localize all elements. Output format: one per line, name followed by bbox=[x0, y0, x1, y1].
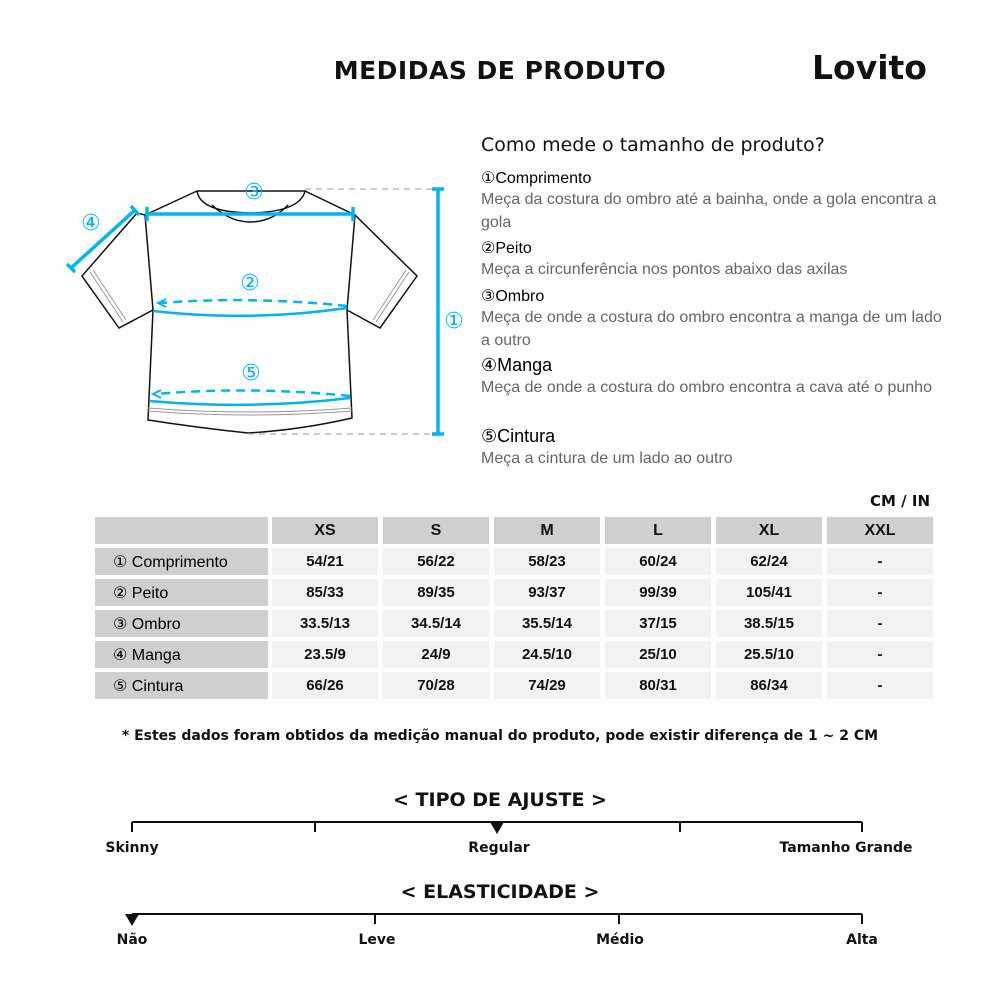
fit-label-skinny: Skinny bbox=[105, 840, 159, 856]
elasticity-label-medio: Médio bbox=[596, 932, 644, 948]
table-header-m: M bbox=[494, 517, 600, 544]
guide-heading: ③Ombro bbox=[481, 288, 545, 305]
table-header-s: S bbox=[383, 517, 489, 544]
table-cell: 25.5/10 bbox=[716, 641, 822, 668]
label-3: ③ bbox=[244, 180, 264, 205]
table-cell: 66/26 bbox=[272, 672, 378, 699]
table-header-l: L bbox=[605, 517, 711, 544]
guide-title: Como mede o tamanho de produto? bbox=[481, 134, 825, 156]
table-cell: 37/15 bbox=[605, 610, 711, 637]
elasticity-scale bbox=[125, 913, 863, 926]
elasticity-title: < ELASTICIDADE > bbox=[400, 881, 600, 903]
elasticity-label-alta: Alta bbox=[846, 932, 878, 948]
shirt-outline bbox=[81, 190, 418, 434]
brand-logo: Lovito bbox=[812, 48, 927, 87]
table-row-label: ⑤ Cintura bbox=[95, 672, 268, 699]
table-cell: 99/39 bbox=[605, 579, 711, 606]
guide-item-manga: ④Manga Meça de onde a costura do ombro en… bbox=[481, 355, 951, 399]
table-cell: 105/41 bbox=[716, 579, 822, 606]
disclaimer-note: * Estes dados foram obtidos da medição m… bbox=[121, 728, 879, 744]
table-cell: 38.5/15 bbox=[716, 610, 822, 637]
guide-heading: ④Manga bbox=[481, 355, 553, 375]
guide-heading: ⑤Cintura bbox=[481, 426, 556, 446]
table-cell: 89/35 bbox=[383, 579, 489, 606]
table-cell: 33.5/13 bbox=[272, 610, 378, 637]
page-title: MEDIDAS DE PRODUTO bbox=[333, 56, 667, 85]
table-header-corner bbox=[95, 517, 268, 544]
measure-lines bbox=[65, 187, 444, 436]
elasticity-label-nao: Não bbox=[116, 932, 148, 948]
table-row-label: ② Peito bbox=[95, 579, 268, 606]
table-cell: - bbox=[827, 548, 933, 575]
table-cell: 23.5/9 bbox=[272, 641, 378, 668]
table-row-label: ③ Ombro bbox=[95, 610, 268, 637]
label-5: ⑤ bbox=[241, 361, 261, 386]
guide-desc: Meça de onde a costura do ombro encontra… bbox=[481, 309, 942, 349]
guide-item-peito: ②Peito Meça a circunferência nos pontos a… bbox=[481, 238, 951, 281]
table-row-label: ① Comprimento bbox=[95, 548, 268, 575]
label-1: ① bbox=[444, 309, 464, 334]
table-cell: 80/31 bbox=[605, 672, 711, 699]
label-2: ② bbox=[240, 271, 260, 296]
table-cell: 74/29 bbox=[494, 672, 600, 699]
guide-item-comprimento: ①Comprimento Meça da costura do ombro até… bbox=[481, 168, 951, 234]
table-cell: 24/9 bbox=[383, 641, 489, 668]
table-cell: 93/37 bbox=[494, 579, 600, 606]
guide-desc: Meça a circunferência nos pontos abaixo … bbox=[481, 261, 848, 278]
fit-label-regular: Regular bbox=[468, 840, 530, 856]
fit-title: < TIPO DE AJUSTE > bbox=[393, 789, 607, 811]
unit-label: CM / IN bbox=[870, 492, 930, 510]
guide-desc: Meça de onde a costura do ombro encontra… bbox=[481, 379, 932, 396]
table-cell: 24.5/10 bbox=[494, 641, 600, 668]
table-cell: 86/34 bbox=[716, 672, 822, 699]
table-header-xl: XL bbox=[716, 517, 822, 544]
guide-heading: ②Peito bbox=[481, 240, 532, 257]
shirt-diagram: ① ② ③ ④ ⑤ bbox=[65, 180, 464, 436]
table-cell: 58/23 bbox=[494, 548, 600, 575]
guide-desc: Meça a cintura de um lado ao outro bbox=[481, 450, 733, 467]
table-cell: 70/28 bbox=[383, 672, 489, 699]
table-cell: 56/22 bbox=[383, 548, 489, 575]
table-cell: - bbox=[827, 672, 933, 699]
table-cell: 62/24 bbox=[716, 548, 822, 575]
table-cell: 35.5/14 bbox=[494, 610, 600, 637]
table-row-label: ④ Manga bbox=[95, 641, 268, 668]
table-cell: - bbox=[827, 641, 933, 668]
table-header-xs: XS bbox=[272, 517, 378, 544]
elasticity-marker-icon bbox=[125, 914, 139, 926]
table-cell: - bbox=[827, 579, 933, 606]
table-cell: 54/21 bbox=[272, 548, 378, 575]
table-cell: 25/10 bbox=[605, 641, 711, 668]
table-cell: - bbox=[827, 610, 933, 637]
table-cell: 34.5/14 bbox=[383, 610, 489, 637]
fit-scale bbox=[131, 821, 863, 834]
table-header-xxl: XXL bbox=[827, 517, 933, 544]
table-cell: 85/33 bbox=[272, 579, 378, 606]
fit-label-large: Tamanho Grande bbox=[779, 840, 913, 856]
guide-item-cintura: ⑤Cintura Meça a cintura de um lado ao out… bbox=[481, 426, 951, 470]
elasticity-label-leve: Leve bbox=[358, 932, 396, 948]
fit-marker-icon bbox=[490, 822, 504, 834]
label-4: ④ bbox=[81, 211, 101, 236]
guide-item-ombro: ③Ombro Meça de onde a costura do ombro en… bbox=[481, 286, 951, 352]
guide-heading: ①Comprimento bbox=[481, 170, 592, 187]
guide-desc: Meça da costura do ombro até a bainha, o… bbox=[481, 191, 937, 231]
table-cell: 60/24 bbox=[605, 548, 711, 575]
